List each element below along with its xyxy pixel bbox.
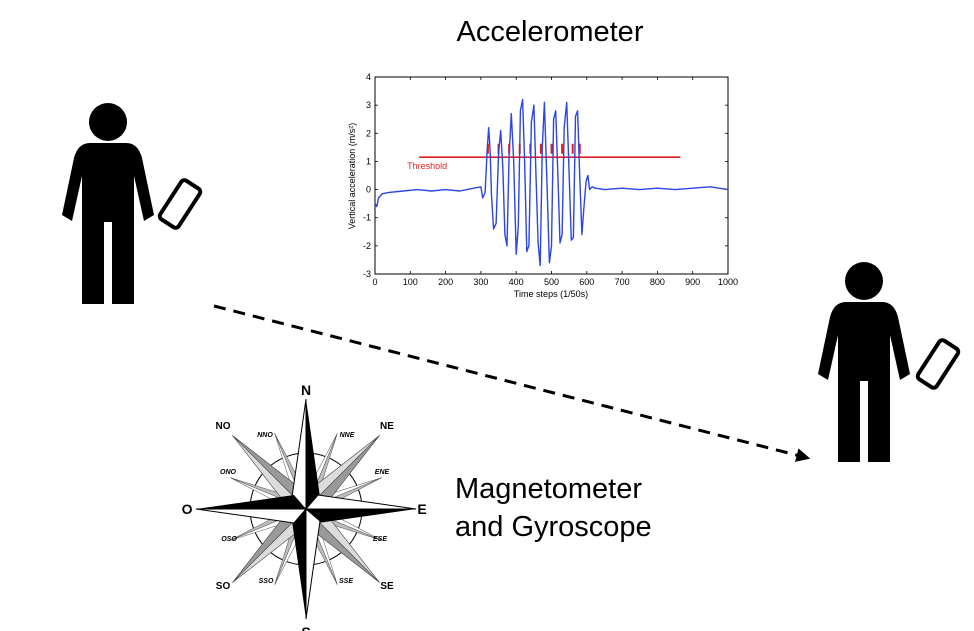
magnetometer-title-line1: Magnetometer bbox=[455, 473, 642, 505]
compass-label-oso: OSO bbox=[221, 536, 237, 543]
x-tick-labels: 0 100 200 300 400 500 600 700 800 900 1000 bbox=[372, 277, 738, 287]
compass-label-nne: NNE bbox=[340, 432, 355, 439]
y-tick-label: 4 bbox=[366, 72, 371, 82]
magnetometer-title-line2: and Gyroscope bbox=[455, 511, 652, 543]
compass-label-e: E bbox=[417, 501, 426, 517]
person-start-icon bbox=[62, 103, 154, 304]
compass-label-sso: SSO bbox=[259, 578, 274, 585]
compass-label-no: NO bbox=[216, 421, 231, 432]
x-tick-label: 100 bbox=[403, 277, 418, 287]
accelerometer-title: Accelerometer bbox=[456, 16, 644, 48]
compass-label-ono: ONO bbox=[220, 469, 237, 476]
compass-label-n: N bbox=[301, 382, 311, 398]
compass-label-se: SE bbox=[380, 581, 394, 592]
x-tick-label: 200 bbox=[438, 277, 453, 287]
accelerometer-chart: 0 100 200 300 400 500 600 700 800 900 1000 -3 -2 -1 0… bbox=[347, 72, 738, 299]
threshold-label: Threshold bbox=[407, 161, 447, 171]
compass-label-ene: ENE bbox=[375, 469, 390, 476]
chart-ticks bbox=[374, 76, 729, 275]
y-tick-label: 1 bbox=[366, 156, 371, 166]
signal-series-line bbox=[374, 98, 729, 267]
compass-intercardinal-points bbox=[232, 435, 380, 583]
x-tick-label: 600 bbox=[579, 277, 594, 287]
person-end-icon bbox=[818, 262, 910, 462]
y-tick-label: -2 bbox=[363, 241, 371, 251]
compass-label-ese: ESE bbox=[373, 536, 387, 543]
y-tick-label: 2 bbox=[366, 128, 371, 138]
movement-arrow bbox=[213, 304, 811, 462]
x-tick-label: 900 bbox=[685, 277, 700, 287]
compass-label-sse: SSE bbox=[339, 578, 353, 585]
y-axis-label: Vertical acceleration (m/s²) bbox=[347, 123, 357, 230]
compass-label-s: S bbox=[301, 624, 310, 631]
compass-label-o: O bbox=[182, 501, 193, 517]
y-tick-label: 3 bbox=[366, 100, 371, 110]
y-tick-label: -1 bbox=[363, 213, 371, 223]
x-tick-label: 700 bbox=[615, 277, 630, 287]
x-tick-label: 300 bbox=[473, 277, 488, 287]
compass-label-ne: NE bbox=[380, 421, 394, 432]
y-tick-label: 0 bbox=[366, 185, 371, 195]
magnetometer-title: Magnetometer and Gyroscope bbox=[455, 470, 652, 546]
compass-label-so: SO bbox=[216, 581, 231, 592]
compass-label-nno: NNO bbox=[257, 432, 273, 439]
x-tick-label: 500 bbox=[544, 277, 559, 287]
x-tick-label: 1000 bbox=[718, 277, 738, 287]
compass-cardinal-points bbox=[195, 398, 417, 620]
x-tick-label: 400 bbox=[509, 277, 524, 287]
x-tick-label: 0 bbox=[372, 277, 377, 287]
x-tick-label: 800 bbox=[650, 277, 665, 287]
smartphone-icon-end bbox=[915, 338, 961, 390]
x-axis-label: Time steps (1/50s) bbox=[514, 289, 588, 299]
smartphone-icon-start bbox=[157, 178, 203, 230]
y-tick-labels: -3 -2 -1 0 1 2 3 4 bbox=[363, 72, 371, 279]
y-tick-label: -3 bbox=[363, 269, 371, 279]
compass-rose: N S E O NE SE SO NO NNE ENE ESE SSE SSO … bbox=[182, 382, 427, 631]
